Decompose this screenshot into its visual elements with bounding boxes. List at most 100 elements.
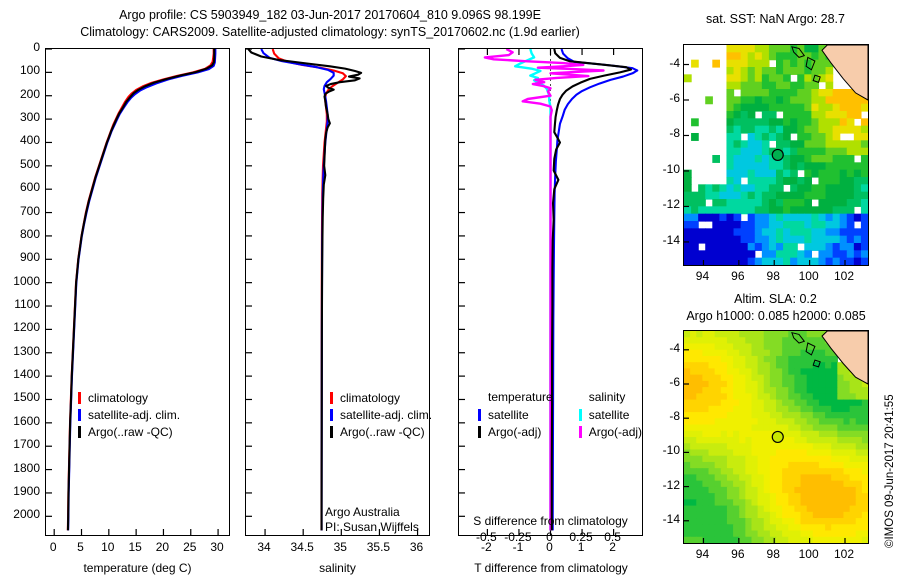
difference-plot	[459, 49, 639, 535]
salinity-tick-35: 35	[333, 540, 347, 554]
difference-legend: temperature satellite Argo(-adj) salinity sa…	[478, 389, 642, 440]
sst-lat-tick--8: -8	[669, 126, 680, 141]
difference-top-tick-4: 0.5	[604, 530, 621, 544]
temperature-legend: climatology satellite-adj. clim. Argo(..ra…	[78, 389, 180, 440]
depth-tick-1100: 1100	[14, 297, 40, 312]
page-title-line1: Argo profile: CS 5903949_182 03-Jun-2017…	[119, 8, 541, 22]
legend-item-satellite-adj--clim-: satellite-adj. clim.	[78, 406, 180, 423]
legend-label: Argo(..raw -QC)	[340, 425, 425, 439]
legend-item-argo---raw--qc-: Argo(..raw -QC)	[78, 423, 180, 440]
salinity-tick-34.5: 34.5	[290, 540, 314, 554]
legend-label: satellite-adj. clim.	[340, 408, 433, 422]
legend-group-temperature: temperature satellite Argo(-adj)	[478, 389, 553, 440]
depth-tick-900: 900	[19, 250, 40, 265]
temperature-series-2	[66, 49, 216, 531]
island-outline-0	[791, 331, 806, 344]
legend-label: satellite	[588, 408, 630, 422]
depth-tick-300: 300	[19, 110, 40, 125]
sla-map-title-line2: Argo h1000: 0.085 h2000: 0.085	[686, 309, 866, 323]
temperature-panel	[45, 48, 230, 536]
sla-lat-tick--6: -6	[669, 375, 680, 389]
sst-lat-tick--6: -6	[669, 91, 680, 105]
temperature-plot	[46, 49, 219, 535]
sst-lon-tick-100: 100	[798, 269, 819, 283]
salinity-tick-34: 34	[257, 540, 271, 554]
sst-lon-tick-98: 98	[766, 269, 780, 283]
island-outline-0	[791, 46, 806, 58]
legend-item-climatology: climatology	[78, 389, 180, 406]
difference-tick--2: -2	[481, 540, 492, 554]
depth-tick-1800: 1800	[13, 460, 40, 475]
sla-map	[683, 330, 869, 544]
temperature-series-1	[67, 49, 217, 531]
difference-salinity-series-1	[483, 49, 605, 531]
sst-map-title: sat. SST: NaN Argo: 28.7	[706, 12, 845, 26]
island-outline-2	[812, 74, 821, 83]
landmass-sumatra	[821, 45, 868, 101]
depth-tick-800: 800	[19, 226, 40, 241]
sst-lat-tick--4: -4	[669, 55, 680, 70]
depth-tick-600: 600	[19, 180, 40, 195]
salinity-legend: climatology satellite-adj. clim. Argo(..ra…	[330, 389, 432, 440]
sst-lat-tick--12: -12	[662, 197, 680, 212]
difference-temperature-series-0	[551, 49, 639, 531]
sst-lat-tick--14: -14	[662, 232, 680, 247]
legend-label: climatology	[340, 391, 401, 405]
salinity-tick-36: 36	[409, 540, 424, 554]
sla-lat-tick--10: -10	[662, 443, 680, 458]
profile-location-marker	[771, 430, 784, 444]
sst-lon-tick-94: 94	[695, 269, 710, 283]
salinity-tick-35.5: 35.5	[366, 540, 391, 554]
sla-lon-tick-98: 98	[766, 547, 780, 561]
sla-lon-tick-102: 102	[833, 547, 855, 561]
sla-lat-tick--8: -8	[669, 409, 680, 424]
legend-label: Argo(-adj)	[588, 425, 643, 439]
legend-item-climatology: climatology	[330, 389, 432, 406]
sla-lon-tick-96: 96	[731, 547, 745, 561]
depth-tick-1400: 1400	[13, 367, 40, 382]
temperature-series-0	[66, 49, 215, 531]
difference-tick--1: -1	[512, 540, 524, 554]
difference-panel	[458, 48, 643, 536]
difference-axis-label-bottom: T difference from climatology	[474, 561, 628, 575]
salinity-panel	[245, 48, 430, 536]
salinity-series-0	[271, 49, 347, 531]
legend-label: satellite-adj. clim.	[88, 408, 181, 422]
legend-group-header: salinity	[588, 390, 626, 404]
island-outline-1	[805, 342, 816, 356]
depth-tick-100: 100	[19, 63, 40, 78]
depth-tick-1000: 1000	[13, 273, 40, 288]
salinity-note-line1: Argo Australia	[325, 505, 400, 519]
legend-swatch	[578, 409, 582, 421]
legend-swatch	[478, 409, 481, 421]
sst-map	[683, 44, 869, 266]
legend-label: Argo(-adj)	[488, 425, 542, 439]
salinity-axis-label: salinity	[319, 561, 356, 575]
sst-lat-tick--10: -10	[662, 161, 680, 176]
legend-label: climatology	[88, 391, 149, 405]
temperature-axis-label: temperature (deg C)	[83, 561, 192, 575]
salinity-note-line2: PI: Susan Wijffels	[325, 520, 419, 534]
sst-lon-tick-102: 102	[833, 269, 855, 283]
legend-item-temperature-satellite: satellite	[478, 406, 553, 423]
temperature-tick-15: 15	[128, 540, 142, 554]
page-title-line2: Climatology: CARS2009. Satellite-adjuste…	[80, 25, 580, 39]
sst-map-canvas	[684, 45, 868, 265]
legend-swatch	[78, 426, 81, 438]
sla-map-canvas	[684, 331, 868, 543]
depth-tick-1500: 1500	[13, 390, 40, 405]
temperature-tick-5: 5	[77, 540, 84, 554]
legend-item-temperature-argo--adj-: Argo(-adj)	[478, 423, 553, 440]
depth-tick-700: 700	[19, 203, 40, 218]
depth-tick-1200: 1200	[13, 320, 40, 335]
sla-map-title-line1: Altim. SLA: 0.2	[734, 292, 817, 306]
difference-tick-1: 1	[577, 540, 585, 554]
legend-group-salinity: salinity satellite Argo(-adj)	[578, 389, 643, 440]
salinity-plot	[246, 49, 419, 535]
sla-raster	[684, 331, 868, 543]
island-outline-1	[805, 56, 816, 71]
difference-top-tick-0: -0.5	[476, 530, 497, 544]
profile-location-marker	[771, 148, 784, 162]
depth-tick-500: 500	[19, 156, 40, 171]
salinity-series-2	[247, 49, 363, 531]
